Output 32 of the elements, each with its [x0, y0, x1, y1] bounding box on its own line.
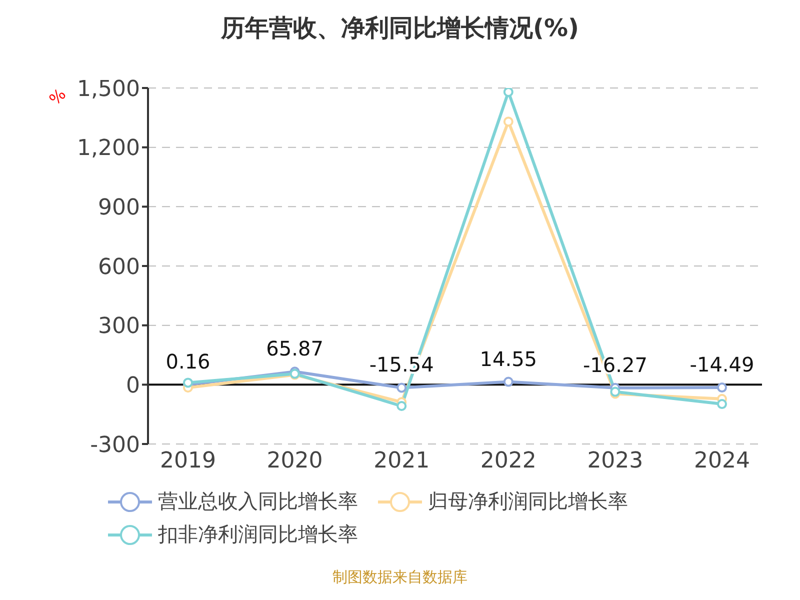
x-tick-label: 2023: [587, 448, 644, 474]
y-tick-label: 1,500: [77, 76, 140, 102]
y-tick-label: 900: [98, 195, 140, 220]
legend-label: 扣非净利润同比增长率: [157, 521, 358, 548]
y-tick-label: 300: [98, 314, 140, 340]
legend-label: 归母净利润同比增长率: [427, 488, 628, 515]
x-tick-label: 2019: [160, 448, 216, 474]
x-tick-label: 2021: [374, 448, 430, 474]
data-label: 65.87: [266, 336, 324, 361]
y-tick-label: 0: [126, 373, 140, 398]
chart-title: 历年营收、净利同比增长情况(%): [220, 13, 580, 44]
point: [396, 382, 407, 393]
data-label: -16.27: [582, 352, 648, 377]
point: [717, 399, 727, 410]
point: [503, 88, 514, 97]
text: 制图数据来自数据库: [332, 568, 468, 587]
y-tick-label: 1,200: [77, 136, 140, 162]
x-tick-label: 2022: [480, 448, 536, 474]
point: [717, 382, 727, 393]
point: [396, 401, 407, 412]
data-label: -14.49: [690, 352, 754, 377]
legend-label: 营业总收入同比增长率: [157, 488, 358, 515]
x-tick-label: 2024: [694, 448, 750, 474]
data-label: 14.55: [480, 346, 538, 371]
point: [503, 376, 514, 387]
data-label: -15.54: [369, 352, 434, 377]
data-label: 0.16: [166, 350, 210, 374]
y-tick-label: -300: [90, 432, 140, 458]
point: [503, 116, 514, 127]
y-tick-label: 600: [98, 254, 140, 280]
x-tick-label: 2020: [266, 448, 323, 474]
y-axis-title: %: [45, 84, 70, 109]
